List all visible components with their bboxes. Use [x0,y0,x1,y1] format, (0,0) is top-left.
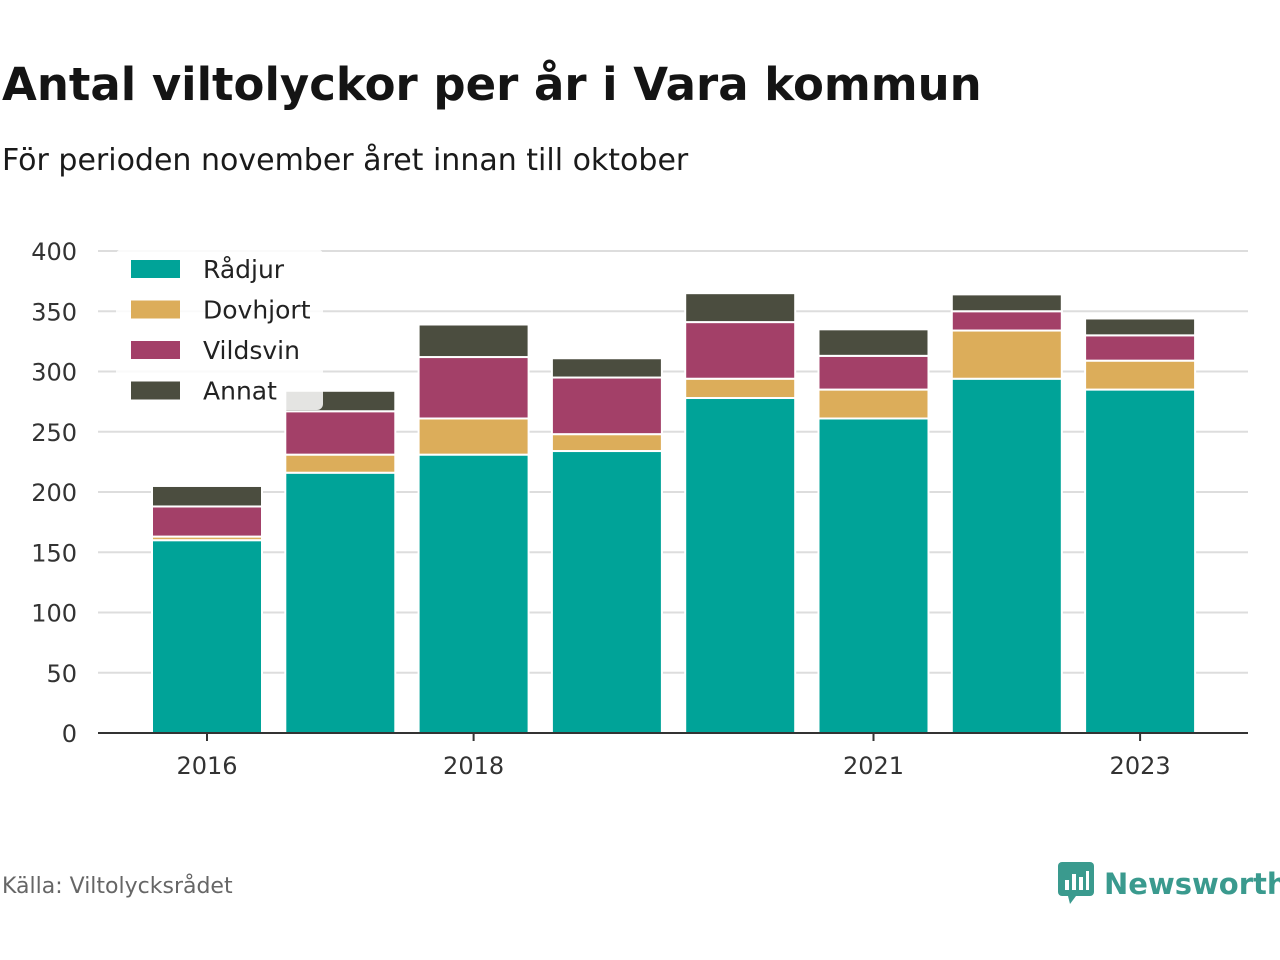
bar-segment [1084,317,1197,337]
newsworthy-logo[interactable]: Newsworthy [1058,862,1280,906]
bar-segment [284,410,397,456]
y-tick-label: 150 [31,539,77,567]
bar-segment [550,376,663,436]
y-tick-label: 250 [31,419,77,447]
bar-segment [684,321,797,380]
y-tick-label: 300 [31,359,77,387]
bar-segment [950,329,1063,380]
chart-title: Antal viltolyckor per år i Vara kommun [2,58,982,111]
stacked-bar-chart: 0 50 100 150 200 250 300 350 400 2016 2018 2021 2023… [31,238,1248,780]
bar-segment [817,354,930,391]
legend-label: Annat [203,377,277,406]
legend-label: Rådjur [203,255,285,284]
bar-segment [417,356,530,420]
legend-label: Dovhjort [203,296,311,325]
x-tick-label: 2016 [176,752,237,780]
bar-segment [151,484,263,508]
bar-segment [550,433,663,453]
legend-swatch [131,300,180,319]
legend-swatch [131,381,180,400]
bar-segment [550,357,663,379]
source-note: Källa: Viltolycksrådet [2,874,233,899]
bar-segment [417,323,530,359]
bar-segment [684,292,797,324]
legend-swatch [131,260,180,278]
y-tick-label: 0 [62,720,77,748]
bar-segment [1084,359,1197,391]
brand-name: Newsworthy [1104,867,1280,901]
bar-segment [284,471,397,734]
y-tick-label: 200 [31,479,77,507]
bar-segment [550,450,663,734]
bar-segment [817,328,930,357]
x-tick-label: 2018 [443,752,504,780]
bar-segment [1084,334,1197,362]
legend-label: Vildsvin [203,336,300,365]
bar-segment [417,453,530,734]
x-tick-label: 2023 [1110,752,1171,780]
bar-segment [417,417,530,456]
legend-swatch [131,341,180,359]
bar-segment [684,397,797,734]
chart-subtitle: För perioden november året innan till ok… [2,143,689,178]
legend-box [116,249,323,410]
bar-segment [684,377,797,400]
y-tick-label: 350 [31,298,77,326]
bar-segment [284,453,397,474]
bar-segment [817,417,930,734]
y-tick-label: 50 [46,660,77,688]
bar-segment [950,293,1063,313]
x-tick-label: 2021 [843,752,904,780]
bar-segment [950,377,1063,734]
bar-segment [817,388,930,420]
y-tick-label: 400 [31,238,77,266]
bar-segment [1084,388,1197,734]
newsworthy-logo-icon [1058,862,1094,904]
bar-segment [151,539,263,735]
bar-segment [950,310,1063,332]
y-tick-label: 100 [31,600,77,628]
bar-segment [151,505,263,538]
